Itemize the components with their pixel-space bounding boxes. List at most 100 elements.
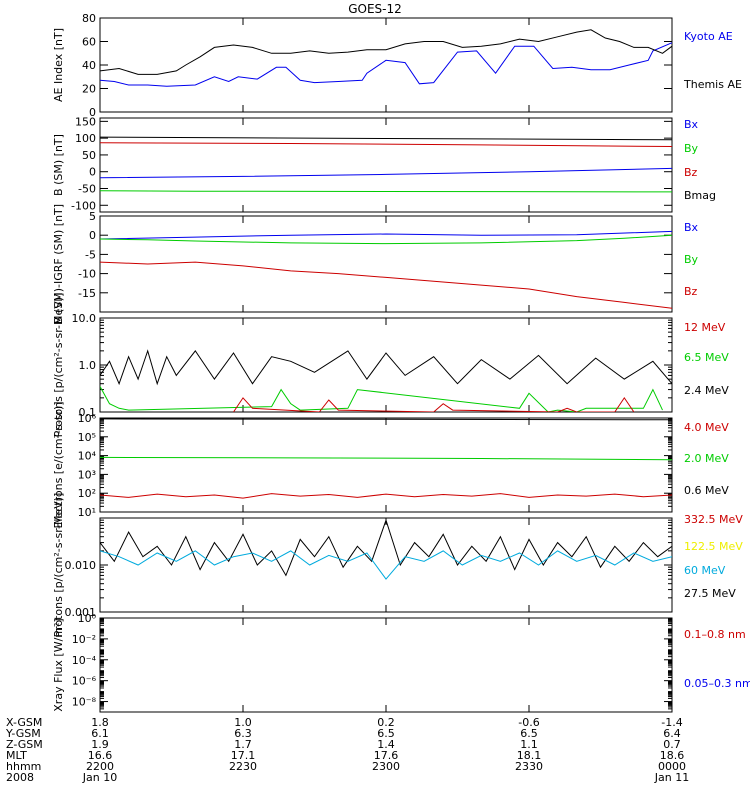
footer-row-label: X-GSM (6, 716, 42, 729)
panel-stack: 0 20 40 60 80 AE Index [nT] Kyoto AE Themis AE -… (52, 12, 750, 713)
y-tick-label: -5 (85, 248, 96, 261)
footer-value: 1.8 (91, 716, 109, 729)
footer-value: 17.6 (374, 749, 399, 762)
y-tick-label: 0.001 (65, 606, 97, 619)
y-tick-label: -15 (78, 287, 96, 300)
y-tick-label: 40 (82, 59, 96, 72)
y-tick-label: 10⁻² (72, 633, 96, 646)
legend-label: Kyoto AE (684, 30, 733, 43)
y-tick-label: 10⁰ (78, 612, 97, 625)
legend-label: 12 MeV (684, 321, 726, 334)
legend-label: By (684, 142, 699, 155)
legend-label: 122.5 MeV (684, 540, 743, 553)
footer-value: 1.7 (234, 738, 252, 751)
footer-value: 17.1 (231, 749, 256, 762)
legend-label: By (684, 253, 699, 266)
footer-value: 1.4 (377, 738, 395, 751)
panel-frame (99, 617, 673, 713)
footer-value: 2200 (86, 760, 114, 773)
footer-value: 0.2 (377, 716, 395, 729)
footer-value: -0.6 (518, 716, 539, 729)
y-axis-label: Protons [p/(cm²-s-sr-MeV)] (52, 493, 65, 638)
panel-frame (99, 117, 673, 213)
series-line-kyoto-ae (100, 42, 672, 87)
legend-label: 60 MeV (684, 564, 726, 577)
series-line-6-5-mev (100, 386, 663, 412)
series-group (100, 29, 672, 87)
footer-value: 6.4 (663, 727, 681, 740)
y-axis-label: Protons [p/(cm²-s-sr-MeV)] (52, 293, 65, 438)
y-tick-label: 10.0 (72, 312, 97, 325)
series-line-2-4-mev (100, 349, 672, 386)
legend-label: 2.0 MeV (684, 452, 729, 465)
y-tick-label: -100 (71, 199, 96, 212)
legend-label: 2.4 MeV (684, 384, 729, 397)
y-tick-label: 5 (89, 210, 96, 223)
footer-row-label: 2008 (6, 771, 34, 784)
series-line-12-mev (233, 397, 635, 412)
panel-bigrf: -15 -10 -5 0 5 B (SM)-IGRF (SM) [nT] Bx By Bz (52, 204, 699, 324)
y-axis-label: Electrons [e/(cm²-s-sr)] (52, 401, 65, 528)
footer-row-label: MLT (6, 749, 27, 762)
footer-value: Jan 11 (654, 771, 689, 784)
series-line-bz (100, 261, 672, 309)
series-line-27-5-mev (100, 518, 672, 577)
y-axis-label: AE Index [nT] (52, 28, 65, 102)
panel-bsm: -100 -50 0 50 100 150 B (SM) [nT] Bx By Bz Bmag (52, 115, 716, 213)
y-tick-label: 10⁻⁶ (72, 675, 97, 688)
footer-value: 18.1 (517, 749, 542, 762)
series-line-by (100, 234, 672, 245)
y-tick-label: 60 (82, 36, 96, 49)
y-tick-label: 100 (75, 132, 96, 145)
series-group (100, 418, 672, 499)
legend-label: 0.6 MeV (684, 484, 729, 497)
legend-label: 27.5 MeV (684, 587, 736, 600)
y-tick-label: 0.1 (79, 406, 97, 419)
y-tick-label: 10⁵ (78, 431, 96, 444)
y-tick-label: 10¹ (78, 506, 96, 519)
series-line-by (100, 190, 672, 193)
y-tick-label: 10⁶ (78, 412, 97, 425)
series-group (100, 230, 672, 309)
y-tick-label: 0 (89, 229, 96, 242)
y-tick-label: 50 (82, 149, 96, 162)
series-line-bz (100, 142, 672, 147)
y-axis-label: B (SM)-IGRF (SM) [nT] (52, 204, 65, 324)
series-line-2-0-mev (100, 456, 672, 461)
y-tick-label: 10⁴ (78, 450, 97, 463)
footer-value: 2330 (515, 760, 543, 773)
panel-xray: 10⁻⁸ 10⁻⁶ 10⁻⁴ 10⁻² 10⁰ Xray Flux [W/m²] 0.1–0… (52, 612, 750, 713)
y-axis-label: B (SM) [nT] (52, 134, 65, 196)
y-tick-label: 20 (82, 83, 96, 96)
legend-label: 0.1–0.8 nm (684, 628, 746, 641)
y-tick-label: 10³ (78, 468, 96, 481)
series-line-bx (100, 167, 672, 179)
footer-value: -1.4 (661, 716, 682, 729)
legend-label: Bz (684, 166, 698, 179)
series-line-60-mev (100, 550, 672, 580)
footer-value: 0.7 (663, 738, 681, 751)
legend-label: 6.5 MeV (684, 351, 729, 364)
footer-row-label: Z-GSM (6, 738, 43, 751)
series-line-themis-ae (100, 29, 672, 75)
footer-value: 1.0 (234, 716, 252, 729)
legend-label: 0.05–0.3 nm (684, 677, 750, 690)
footer-value: 6.5 (377, 727, 395, 740)
panel-ae: 0 20 40 60 80 AE Index [nT] Kyoto AE Themis AE (52, 12, 742, 119)
panel-frame (99, 517, 673, 613)
panel-electrons: 10¹ 10² 10³ 10⁴ 10⁵ 10⁶ Electrons [e/(cm²-s-sr… (52, 401, 729, 528)
legend-label: Themis AE (683, 78, 742, 91)
footer-value: 1.9 (91, 738, 109, 751)
series-line-4-0-mev (100, 493, 672, 499)
footer-value: 6.3 (234, 727, 252, 740)
ephemeris-footer: X-GSM 1.8 1.0 0.2 -0.6 -1.4 Y-GSM 6.1 6.3 6.5 6.5 6… (5, 716, 689, 784)
series-group (100, 518, 672, 580)
legend-label: 332.5 MeV (684, 513, 743, 526)
y-tick-label: 10² (78, 487, 96, 500)
footer-value: 2300 (372, 760, 400, 773)
y-tick-label: 10⁻⁴ (72, 654, 97, 667)
y-tick-label: -10 (78, 268, 96, 281)
series-line-0-6-mev (100, 418, 672, 421)
series-line-bmag (100, 136, 672, 141)
